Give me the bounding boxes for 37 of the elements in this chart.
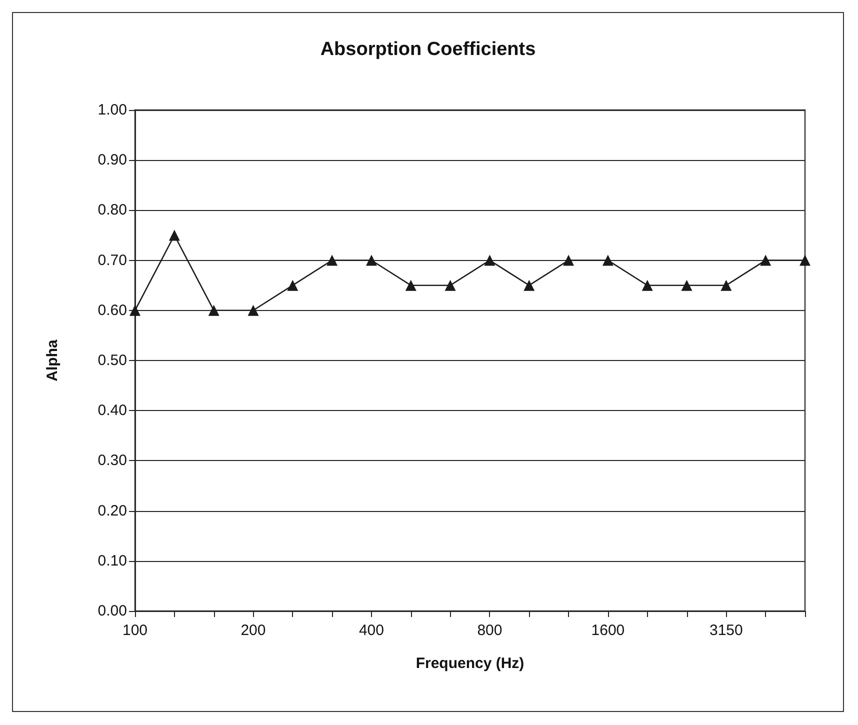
point xyxy=(405,280,416,291)
x-tick-label: 1600 xyxy=(591,622,625,639)
y-tick-label: 0.40 xyxy=(98,402,127,420)
y-tick-label: 0.50 xyxy=(98,352,127,369)
point xyxy=(326,254,338,266)
y-tick-label: 0.00 xyxy=(98,602,127,620)
point xyxy=(563,254,574,266)
point xyxy=(484,254,496,266)
x-tick-label: 400 xyxy=(358,622,384,639)
point xyxy=(642,280,653,291)
x-axis-title: Frequency (Hz) xyxy=(416,655,524,672)
point xyxy=(760,254,772,266)
x-tick-label: 200 xyxy=(240,622,266,639)
x-tick-label: 3150 xyxy=(709,622,743,639)
point xyxy=(720,280,732,291)
chart-title: Absorption Coefficients xyxy=(320,39,536,60)
point xyxy=(248,304,259,316)
point xyxy=(524,280,535,291)
y-tick-label: 1.00 xyxy=(98,102,127,118)
point xyxy=(800,254,810,266)
point xyxy=(168,230,180,241)
y-tick-label: 0.30 xyxy=(98,452,127,470)
point xyxy=(208,304,220,316)
y-tick-label: 0.90 xyxy=(98,152,127,169)
x-tick-label: 100 xyxy=(122,622,148,639)
y-tick-label: 0.60 xyxy=(98,302,127,319)
point xyxy=(287,280,298,291)
y-tick-label: 0.80 xyxy=(98,202,127,219)
point xyxy=(444,280,456,291)
y-tick-label: 0.70 xyxy=(98,252,127,269)
y-axis-title: Alpha xyxy=(44,339,61,382)
y-tick-label: 0.10 xyxy=(98,552,127,570)
x-tick-label: 800 xyxy=(477,622,502,639)
y-tick-label: 0.20 xyxy=(98,502,127,520)
point xyxy=(681,280,692,291)
point xyxy=(366,254,377,266)
point xyxy=(602,254,614,266)
